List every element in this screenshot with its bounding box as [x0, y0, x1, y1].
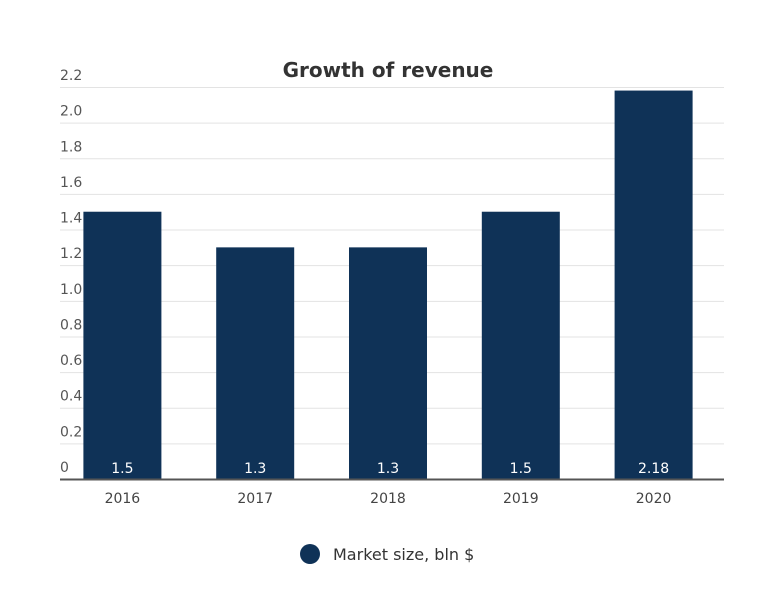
- y-tick-label: 1.8: [60, 139, 82, 155]
- legend-label: Market size, bln $: [333, 545, 474, 564]
- x-tick-label: 2016: [105, 491, 141, 507]
- y-tick-label: 0: [60, 460, 69, 476]
- bars: 1.5 1.3 1.3 1.5 2.18: [83, 90, 693, 480]
- y-tick-label: 0.4: [60, 389, 82, 405]
- data-label: 2.18: [638, 461, 669, 477]
- y-tick-label: 1.4: [60, 211, 82, 227]
- y-axis-ticks: 0 0.2 0.4 0.6 0.8 1.0 1.2 1.4 1.6 1.8 2.0 2.2: [60, 68, 82, 476]
- x-axis-ticks: 2016 2017 2018 2019 2020: [105, 491, 672, 507]
- chart-title: Growth of revenue: [283, 58, 494, 82]
- y-tick-label: 1.0: [60, 282, 82, 298]
- data-label: 1.5: [111, 461, 133, 477]
- data-label: 1.3: [377, 461, 399, 477]
- x-tick-label: 2017: [237, 491, 273, 507]
- legend: Market size, bln $: [300, 544, 474, 564]
- bar: [349, 247, 427, 479]
- y-tick-label: 1.6: [60, 175, 82, 191]
- x-tick-label: 2019: [503, 491, 539, 507]
- x-tick-label: 2018: [370, 491, 406, 507]
- bar: [614, 90, 693, 480]
- x-tick-label: 2020: [636, 491, 672, 507]
- y-tick-label: 2.2: [60, 68, 82, 84]
- y-tick-label: 2.0: [60, 104, 82, 120]
- y-tick-label: 1.2: [60, 246, 82, 262]
- legend-marker: [300, 544, 320, 564]
- y-tick-label: 0.2: [60, 424, 82, 440]
- data-label: 1.5: [510, 461, 532, 477]
- bar: [481, 211, 560, 479]
- data-label: 1.3: [244, 461, 266, 477]
- y-tick-label: 0.6: [60, 353, 82, 369]
- y-tick-label: 0.8: [60, 317, 82, 333]
- bar: [216, 247, 295, 479]
- bar: [83, 211, 162, 479]
